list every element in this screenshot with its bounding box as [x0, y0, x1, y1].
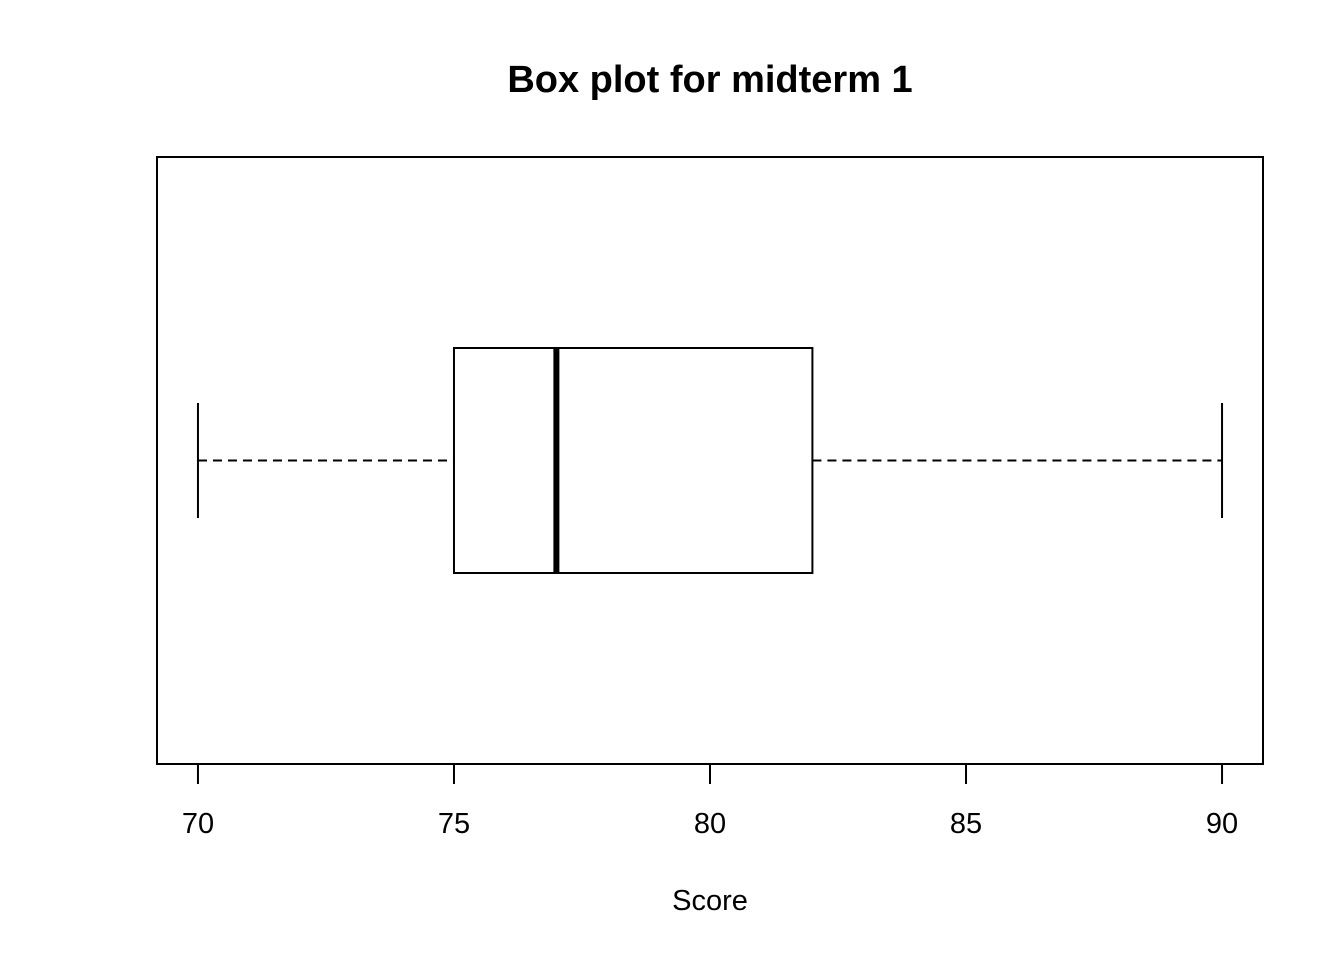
box-plot-series — [196, 347, 1224, 574]
x-tick-label: 90 — [1206, 808, 1238, 840]
x-tick-label: 85 — [950, 808, 982, 840]
x-axis: 70 75 80 85 90 — [182, 764, 1238, 840]
x-tick-label: 70 — [182, 808, 214, 840]
x-axis-label: Score — [672, 885, 748, 917]
chart-title: Box plot for midterm 1 — [507, 59, 912, 101]
x-tick-label: 75 — [438, 808, 470, 840]
x-tick-label: 80 — [694, 808, 726, 840]
interquartile-box — [452, 347, 814, 574]
